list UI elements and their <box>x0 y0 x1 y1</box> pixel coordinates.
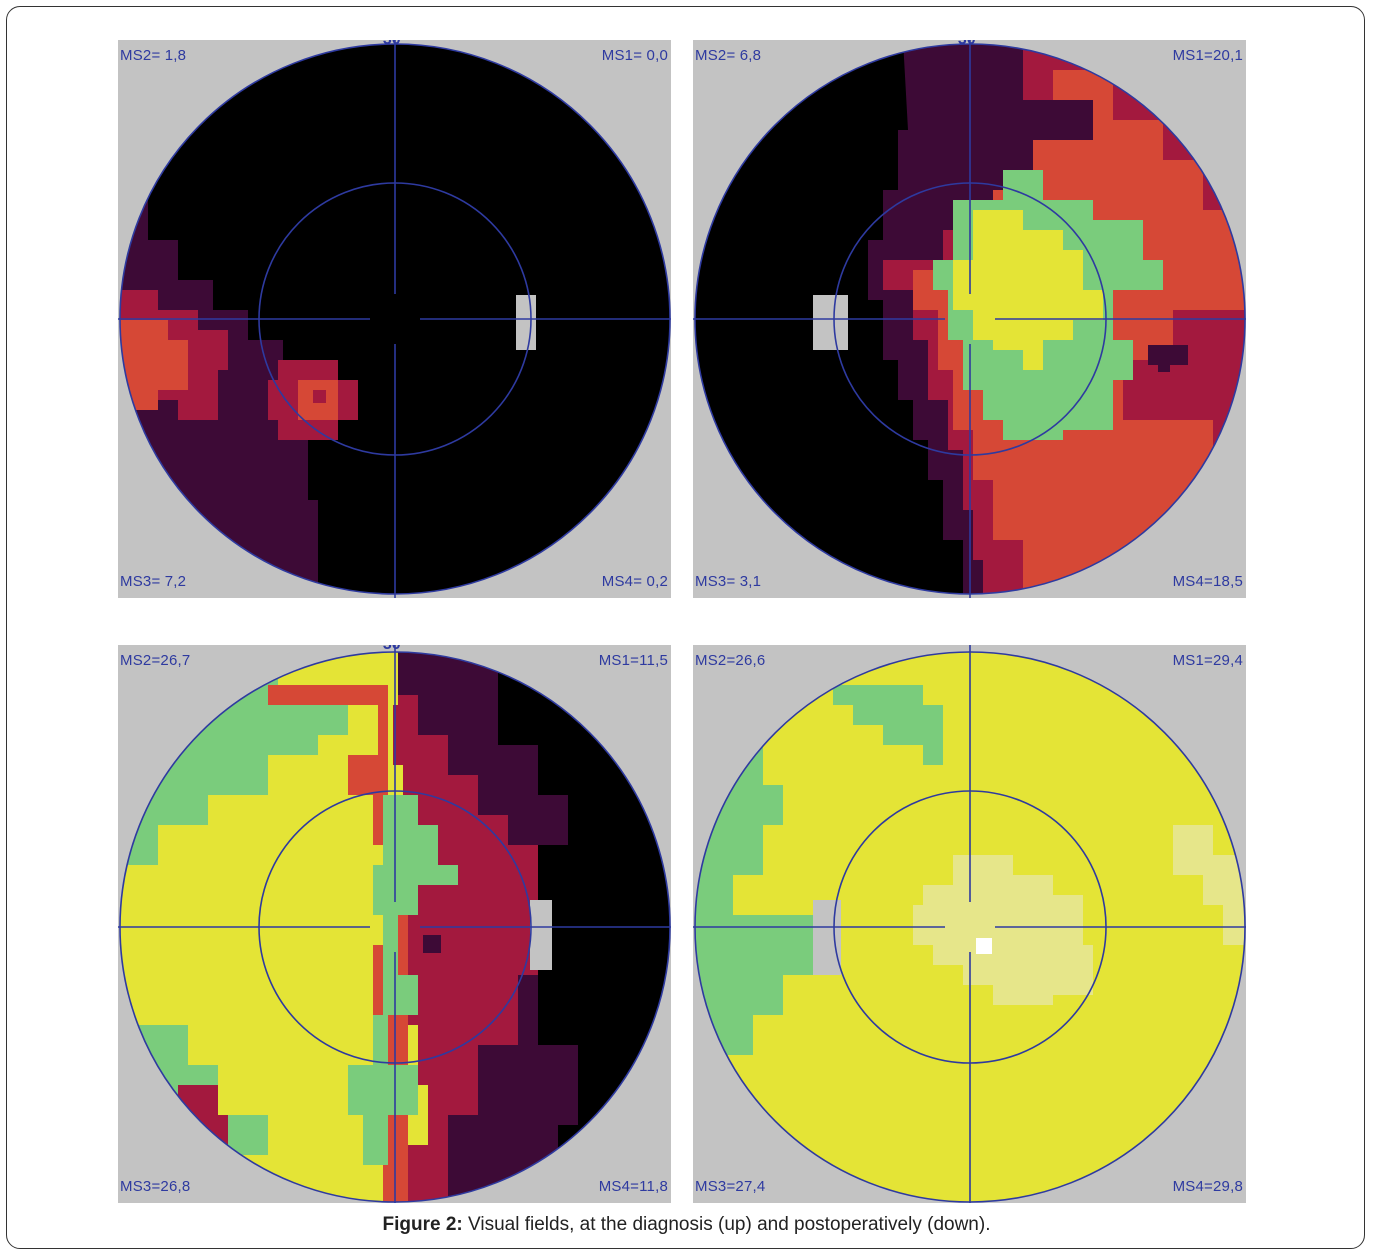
degree-label: 30° <box>383 40 407 49</box>
visual-field-panel-pre-right: 30° MS2= 6,8 MS1=20,1 MS3= 3,1 MS4=18,5 <box>693 40 1246 598</box>
figure-frame <box>6 6 1365 1249</box>
ms3-value: MS3=26,8 <box>120 1178 191 1195</box>
degree-label: 30° <box>958 40 982 49</box>
field-grid <box>693 40 1246 598</box>
visual-field-panel-post-left: 30° MS2=26,7 MS1=11,5 MS3=26,8 MS4=11,8 <box>118 645 671 1203</box>
ms1-value: MS1= 0,0 <box>601 47 668 64</box>
ms2-value: MS2=26,7 <box>120 652 191 669</box>
visual-field-map <box>118 645 671 1203</box>
field-grid <box>118 645 671 1203</box>
caption-text: Visual fields, at the diagnosis (up) and… <box>468 1214 991 1235</box>
ms2-value: MS2= 1,8 <box>120 47 187 64</box>
ms4-value: MS4=11,8 <box>598 1178 668 1195</box>
field-grid <box>693 645 1246 1203</box>
ms2-value: MS2= 6,8 <box>695 47 762 64</box>
visual-field-panel-pre-left: 30° MS2= 1,8 MS1= 0,0 MS3= 7,2 MS4= 0,2 <box>118 40 671 598</box>
ms3-value: MS3=27,4 <box>695 1178 766 1195</box>
visual-field-map <box>693 645 1246 1203</box>
visual-field-map <box>693 40 1246 598</box>
field-grid <box>118 40 671 598</box>
ms4-value: MS4= 0,2 <box>601 573 668 590</box>
visual-field-panel-post-right: MS2=26,6 MS1=29,4 MS3=27,4 MS4=29,8 <box>693 645 1246 1203</box>
ms1-value: MS1=20,1 <box>1172 47 1243 64</box>
ms3-value: MS3= 3,1 <box>695 573 762 590</box>
ms1-value: MS1=11,5 <box>598 652 668 669</box>
ms2-value: MS2=26,6 <box>695 652 766 669</box>
ms1-value: MS1=29,4 <box>1172 652 1243 669</box>
ms4-value: MS4=18,5 <box>1172 573 1243 590</box>
ms3-value: MS3= 7,2 <box>120 573 187 590</box>
degree-label: 30° <box>383 645 407 654</box>
figure-caption: Figure 2: Visual fields, at the diagnosi… <box>0 1214 1373 1236</box>
ms4-value: MS4=29,8 <box>1172 1178 1243 1195</box>
figure-label: Figure 2: <box>382 1214 463 1235</box>
visual-field-map <box>118 40 671 598</box>
